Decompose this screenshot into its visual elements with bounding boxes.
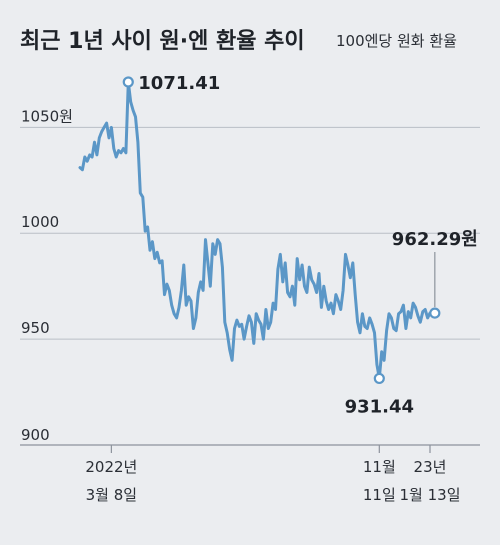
x-tick-label-2-line1: 23년 bbox=[414, 458, 447, 476]
x-tick-label-0-line2: 3월 8일 bbox=[86, 486, 137, 504]
y-tick-labels: 1050원 1000 950 900 bbox=[21, 107, 73, 444]
gridlines bbox=[20, 126, 480, 446]
series-line bbox=[78, 80, 432, 380]
annotation-label-1: 931.44 bbox=[345, 396, 414, 417]
chart-title: 최근 1년 사이 원·엔 환율 추이 bbox=[20, 29, 305, 54]
annotation-label-2: 962.29원 bbox=[392, 229, 478, 250]
x-tick-label-1-line1: 11월 bbox=[363, 458, 396, 476]
chart-subtitle: 100엔당 원화 환율 bbox=[336, 32, 457, 50]
x-tick-label-0-line1: 2022년 bbox=[85, 458, 137, 476]
y-tick-label-1000: 1000 bbox=[21, 213, 59, 231]
x-tick-label-2-line2: 1월 13일 bbox=[400, 486, 461, 504]
series-layer bbox=[78, 80, 432, 380]
annotation-label-0: 1071.41 bbox=[138, 73, 220, 94]
annotation-marker-0 bbox=[122, 76, 134, 88]
x-tick-label-1-line2: 11일 bbox=[363, 486, 396, 504]
annotations: 1071.41 931.44 962.29원 bbox=[122, 73, 478, 417]
y-tick-label-1050: 1050원 bbox=[21, 107, 73, 125]
y-tick-label-950: 950 bbox=[21, 319, 50, 337]
annotation-marker-2 bbox=[429, 307, 441, 319]
annotation-marker-1 bbox=[373, 372, 385, 385]
x-tick-labels: 2022년 3월 8일 11월 11일 23년 1월 13일 bbox=[85, 445, 461, 504]
y-tick-label-900: 900 bbox=[21, 426, 50, 444]
